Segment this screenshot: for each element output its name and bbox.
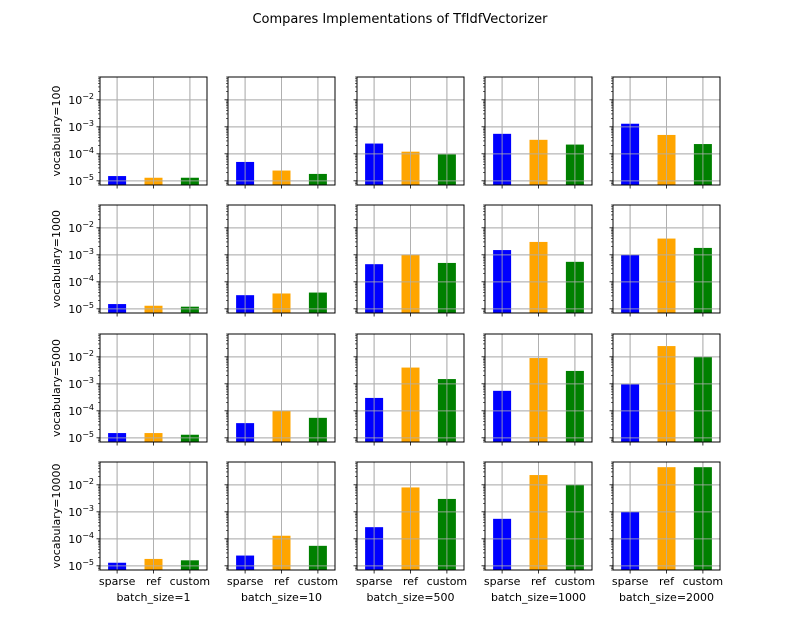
subplot-1-2 <box>353 204 465 317</box>
y-axis-label: vocabulary=10000 <box>50 463 63 568</box>
subplot-2-1 <box>224 333 336 446</box>
axes-frame <box>484 76 593 186</box>
axes-frame <box>99 461 208 571</box>
subplot-3-0: 10−5 10−4 10−3 10−2 vocabulary=10000 sparse re… <box>50 461 211 604</box>
x-tick-label: ref <box>403 575 419 588</box>
x-tick-label: sparse <box>227 575 264 588</box>
subplot-0-0: 10−5 10−4 10−3 10−2 vocabulary=100 <box>50 76 208 189</box>
axes-frame <box>99 76 208 186</box>
x-axis-label: batch_size=500 <box>366 591 454 604</box>
x-axis-label: batch_size=10 <box>241 591 322 604</box>
axes-frame <box>484 204 593 314</box>
axes-frame <box>356 333 465 443</box>
chart-title: Compares Implementations of TfIdfVectori… <box>252 12 548 27</box>
axes-frame <box>356 204 465 314</box>
x-tick-label: custom <box>170 575 211 588</box>
x-tick-label: custom <box>683 575 724 588</box>
axes-frame <box>227 461 336 571</box>
axes-frame <box>99 204 208 314</box>
subplot-0-2 <box>353 76 465 189</box>
subplot-3-2: sparse ref custom batch_size=500 <box>353 461 468 604</box>
axes-frame <box>356 76 465 186</box>
axes-frame <box>99 333 208 443</box>
axes-frame <box>227 204 336 314</box>
y-axis-label: vocabulary=5000 <box>50 339 63 437</box>
axes-frame <box>227 333 336 443</box>
y-tick-label: 10−3 <box>68 247 94 262</box>
x-axis-label: batch_size=2000 <box>619 591 714 604</box>
subplot-3-4: sparse ref custom batch_size=2000 <box>609 461 724 604</box>
subplot-0-4 <box>609 76 721 189</box>
axes-frame <box>612 204 721 314</box>
x-tick-label: sparse <box>99 575 136 588</box>
y-tick-label: 10−2 <box>68 220 94 235</box>
y-tick-label: 10−2 <box>68 477 94 492</box>
x-tick-label: sparse <box>356 575 393 588</box>
axes-frame <box>484 333 593 443</box>
y-tick-label: 10−4 <box>68 146 94 161</box>
y-tick-label: 10−3 <box>68 119 94 134</box>
axes-frame <box>484 461 593 571</box>
x-tick-label: custom <box>298 575 339 588</box>
subplot-1-4 <box>609 204 721 317</box>
y-tick-label: 10−2 <box>68 349 94 364</box>
y-tick-label: 10−5 <box>68 173 94 188</box>
y-tick-label: 10−4 <box>68 403 94 418</box>
subplot-0-1 <box>224 76 336 189</box>
x-tick-label: ref <box>274 575 290 588</box>
axes-frame <box>612 76 721 186</box>
x-axis-label: batch_size=1000 <box>491 591 586 604</box>
axes-frame <box>356 461 465 571</box>
x-axis-label: batch_size=1 <box>116 591 190 604</box>
axes-frame <box>612 333 721 443</box>
subplot-2-3 <box>481 333 593 446</box>
y-tick-label: 10−5 <box>68 558 94 573</box>
subplot-0-3 <box>481 76 593 189</box>
y-tick-label: 10−5 <box>68 430 94 445</box>
x-tick-label: sparse <box>612 575 649 588</box>
y-tick-label: 10−4 <box>68 274 94 289</box>
y-axis-label: vocabulary=1000 <box>50 210 63 308</box>
subplot-1-0: 10−5 10−4 10−3 10−2 vocabulary=1000 <box>50 204 208 317</box>
y-tick-label: 10−3 <box>68 504 94 519</box>
subplot-1-3 <box>481 204 593 317</box>
y-tick-label: 10−2 <box>68 92 94 107</box>
x-tick-label: custom <box>427 575 468 588</box>
x-tick-label: custom <box>555 575 596 588</box>
axes-frame <box>612 461 721 571</box>
x-tick-label: ref <box>146 575 162 588</box>
y-tick-label: 10−3 <box>68 376 94 391</box>
axes-frame <box>227 76 336 186</box>
x-tick-label: ref <box>659 575 675 588</box>
subplot-1-1 <box>224 204 336 317</box>
subplot-2-2 <box>353 333 465 446</box>
subplot-2-4 <box>609 333 721 446</box>
x-tick-label: ref <box>531 575 547 588</box>
subplot-3-3: sparse ref custom batch_size=1000 <box>481 461 596 604</box>
subplot-2-0: 10−5 10−4 10−3 10−2 vocabulary=5000 <box>50 333 208 446</box>
x-tick-label: sparse <box>484 575 521 588</box>
y-tick-label: 10−4 <box>68 531 94 546</box>
subplot-3-1: sparse ref custom batch_size=10 <box>224 461 339 604</box>
y-axis-label: vocabulary=100 <box>50 85 63 176</box>
y-tick-label: 10−5 <box>68 301 94 316</box>
